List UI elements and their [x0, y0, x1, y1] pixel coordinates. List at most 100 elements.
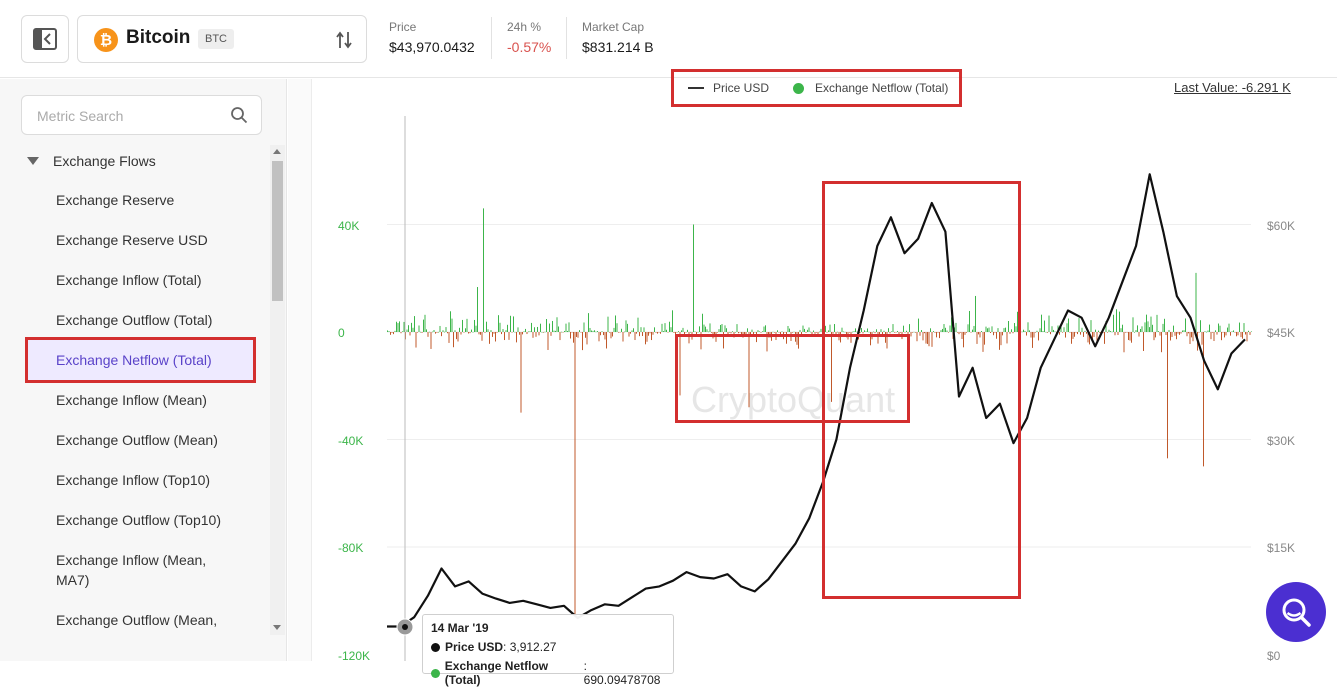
netflow-bar	[916, 332, 918, 342]
netflow-bar	[892, 324, 894, 332]
y-left-tick: 0	[338, 326, 345, 340]
netflow-bar	[453, 332, 454, 348]
last-value-link[interactable]: Last Value: -6.291 K	[1174, 80, 1291, 95]
netflow-bar	[876, 329, 877, 332]
netflow-bar	[1078, 318, 1080, 332]
netflow-bar	[1105, 321, 1107, 332]
netflow-bar	[751, 329, 753, 332]
netflow-bar	[450, 311, 451, 332]
netflow-bar	[889, 332, 891, 334]
menu-item-exchange-reserve-usd[interactable]: Exchange Reserve USD	[56, 232, 208, 248]
netflow-bar	[414, 316, 415, 332]
netflow-bar	[1179, 332, 1180, 335]
netflow-bar	[778, 332, 780, 333]
netflow-bar	[745, 332, 747, 335]
netflow-bar	[844, 331, 846, 333]
netflow-bar	[435, 332, 436, 334]
netflow-bar	[922, 332, 924, 341]
netflow-bar	[1047, 332, 1048, 333]
menu-item-exchange-reserve[interactable]: Exchange Reserve	[56, 192, 175, 208]
netflow-bar	[873, 331, 874, 333]
netflow-bar	[1186, 332, 1188, 337]
netflow-bar	[955, 322, 957, 332]
netflow-bar	[817, 332, 819, 335]
legend-price-usd[interactable]: Price USD	[713, 81, 770, 95]
netflow-bar	[418, 325, 420, 332]
search-fab-button[interactable]	[1266, 582, 1326, 642]
netflow-bar	[741, 332, 742, 335]
netflow-bar	[409, 332, 411, 336]
netflow-bar	[1158, 331, 1159, 332]
netflow-bar	[888, 328, 889, 332]
netflow-bar	[1090, 320, 1092, 332]
annotation-box-netflow	[675, 334, 910, 423]
netflow-bar	[708, 331, 709, 333]
search-icon[interactable]	[230, 106, 248, 124]
netflow-bar	[1060, 326, 1062, 332]
netflow-bar	[877, 332, 879, 344]
menu-item-exchange-inflow-mean-ma7[interactable]: Exchange Inflow (Mean, MA7)	[56, 552, 207, 588]
netflow-bar	[493, 332, 495, 334]
sidebar-toggle-button[interactable]	[21, 15, 69, 63]
menu-item-exchange-inflow-top10[interactable]: Exchange Inflow (Top10)	[56, 472, 211, 488]
menu-item-exchange-outflow-mean-ma7[interactable]: Exchange Outflow (Mean,	[56, 612, 218, 628]
netflow-bar	[840, 332, 841, 343]
netflow-bar	[546, 319, 547, 332]
netflow-bar	[1153, 332, 1155, 341]
netflow-bar	[555, 330, 556, 332]
netflow-bar	[535, 332, 537, 337]
netflow-bar	[628, 332, 630, 337]
netflow-bar	[616, 323, 618, 332]
menu-item-exchange-outflow-mean[interactable]: Exchange Outflow (Mean)	[56, 432, 218, 448]
tooltip-price-label: Price USD	[445, 640, 504, 654]
netflow-bar	[1000, 332, 1002, 346]
menu-item-exchange-inflow-mean[interactable]: Exchange Inflow (Mean)	[56, 392, 207, 408]
sidebar-scroll-thumb[interactable]	[272, 161, 283, 301]
netflow-bar	[748, 332, 750, 408]
chart-tooltip: 14 Mar '19 Price USD : 3,912.27 Exchange…	[422, 614, 674, 687]
menu-item-exchange-netflow-total[interactable]: Exchange Netflow (Total)	[25, 337, 256, 383]
netflow-bar	[1251, 331, 1252, 333]
netflow-bar	[967, 324, 969, 332]
netflow-bar	[1176, 332, 1177, 340]
asset-selector[interactable]: ₿ Bitcoin BTC	[77, 15, 367, 63]
sidebar-collapse-icon	[33, 28, 57, 50]
netflow-bar	[868, 331, 870, 333]
netflow-bar	[609, 332, 610, 333]
netflow-bar	[406, 329, 408, 332]
metric-search-input[interactable]	[37, 105, 222, 127]
netflow-bar	[1015, 326, 1017, 332]
netflow-bar	[643, 327, 645, 332]
netflow-bar	[645, 332, 646, 345]
netflow-bar	[429, 331, 430, 333]
netflow-bar	[1092, 332, 1093, 342]
metric-search-box[interactable]	[21, 95, 262, 135]
netflow-bar	[807, 329, 808, 332]
netflow-bar	[754, 331, 756, 333]
scroll-up-icon[interactable]	[273, 149, 281, 154]
netflow-bar	[1045, 331, 1047, 333]
menu-item-exchange-inflow-total[interactable]: Exchange Inflow (Total)	[56, 272, 202, 288]
netflow-bar	[841, 327, 843, 332]
netflow-bar	[865, 331, 867, 332]
netflow-bar	[604, 332, 606, 340]
watermark: CryptoQuant	[691, 379, 895, 420]
netflow-chart[interactable]: CryptoQuant	[311, 100, 1271, 661]
netflow-bar	[919, 332, 921, 336]
netflow-bar	[661, 323, 663, 332]
netflow-bar	[538, 332, 540, 336]
netflow-bar	[559, 332, 561, 341]
menu-item-exchange-outflow-top10[interactable]: Exchange Outflow (Top10)	[56, 512, 221, 528]
legend-exchange-netflow[interactable]: Exchange Netflow (Total)	[815, 81, 949, 95]
menu-item-exchange-outflow-total[interactable]: Exchange Outflow (Total)	[56, 312, 213, 328]
netflow-bar	[625, 320, 627, 332]
exchange-flows-group[interactable]: Exchange Flows	[27, 153, 156, 169]
netflow-bar	[736, 324, 738, 332]
netflow-bar	[703, 324, 705, 332]
netflow-bar	[517, 327, 519, 332]
netflow-bar	[501, 332, 502, 335]
swap-arrows-icon[interactable]	[334, 28, 354, 52]
netflow-bar	[1086, 332, 1087, 334]
scroll-down-icon[interactable]	[273, 625, 281, 630]
netflow-bar	[696, 332, 697, 335]
